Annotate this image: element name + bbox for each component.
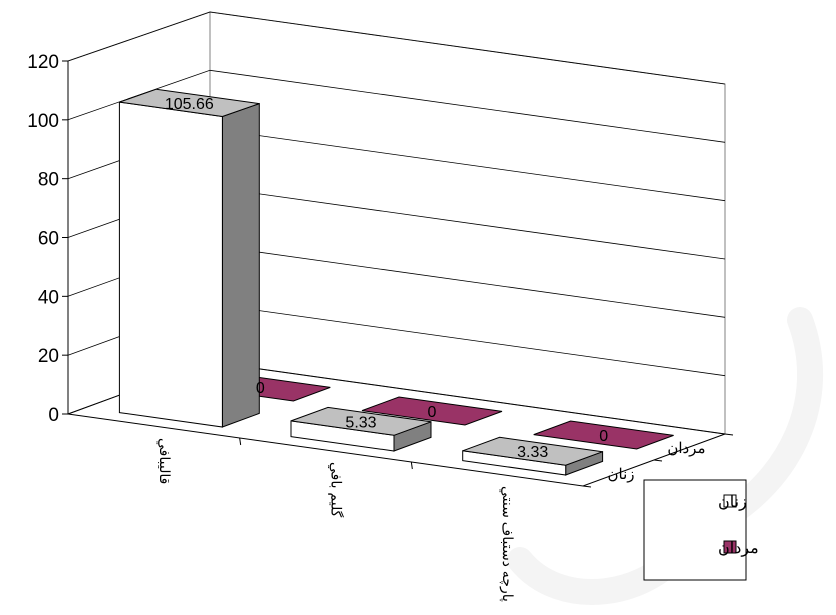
depth-labels: زنان مردان [607, 440, 705, 483]
y-tick-label: 80 [38, 170, 59, 191]
bar-top [119, 88, 260, 118]
category-label: قاليبافي [157, 438, 173, 484]
category-label: پارچه دستباف سنتي [499, 486, 516, 602]
legend-label: زنان [718, 494, 747, 511]
y-tick-label: 0 [48, 405, 59, 426]
depth-tick [724, 433, 734, 436]
data-label: 0 [599, 428, 608, 445]
depth-tick [582, 485, 592, 488]
y-tick-label: 100 [27, 111, 59, 132]
legend-swatch [723, 540, 737, 554]
legend: زنان مردان [643, 479, 759, 581]
data-labels: 0 0 0 105.66 5.33 3.33 [165, 96, 608, 461]
data-label: 3.33 [517, 444, 548, 461]
y-tick-label: 120 [27, 52, 59, 73]
bar-top [462, 436, 603, 466]
bars [118, 88, 674, 476]
bar-side [221, 102, 260, 428]
data-label: 0 [256, 380, 265, 397]
x-tick [239, 437, 242, 446]
data-label: 0 [428, 404, 437, 421]
bar-top [290, 406, 432, 436]
gridline [67, 11, 726, 85]
data-label: 105.66 [165, 96, 214, 113]
depth-tick [653, 459, 663, 462]
legend-label: مردان [718, 540, 759, 557]
y-tick-label: 40 [38, 287, 59, 308]
category-label: گليم بافي [328, 462, 345, 518]
y-tick-label: 60 [38, 229, 59, 250]
gridline [67, 69, 726, 143]
depth-label: مردان [667, 440, 705, 457]
x-tick [410, 461, 413, 470]
category-labels: قاليبافي گليم بافي پارچه دستباف سنتي [157, 438, 516, 602]
y-axis: 0 20 40 60 80 100 120 [27, 52, 69, 426]
depth-label: زنان [607, 466, 634, 483]
bar-top [533, 420, 674, 450]
legend-swatch [723, 494, 737, 508]
data-label: 5.33 [345, 414, 376, 431]
y-tick-label: 20 [38, 346, 59, 367]
bar-front [118, 101, 223, 428]
bar-top [361, 396, 503, 426]
